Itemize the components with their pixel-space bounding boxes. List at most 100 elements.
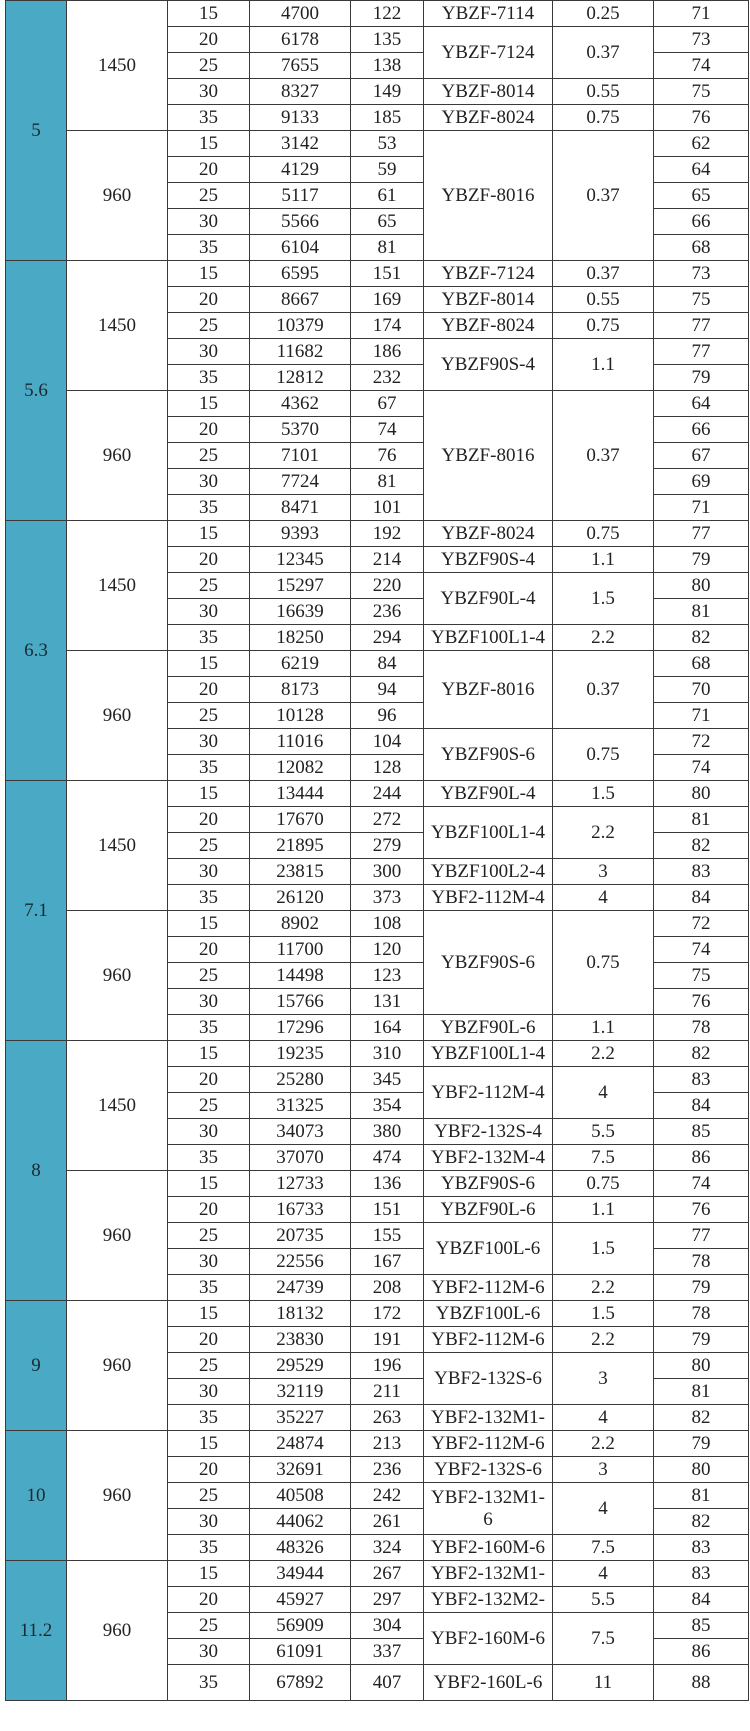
blade-angle-cell: 35 [167,494,250,521]
blade-angle-cell: 20 [167,416,250,443]
table-row: 960 15 8902 108 YBZF90S-6 0.75 72 [6,910,749,1041]
pressure-cell: 345 [350,1066,424,1093]
blade-angle-cell: 35 [167,1144,250,1171]
table-row: 30 8327 149 YBZF-8014 0.55 75 [6,78,749,105]
table-row: 35 17296 164 YBZF90L-6 1.1 78 [6,1014,749,1041]
air-flow-cell: 23815 [249,858,351,885]
table-row: 5 1450 15 4700 122 YBZF-7114 0.25 71 [5,0,749,261]
motor-power-cell: 0.55 [552,286,654,313]
motor-model-cell: YBZF-7124 [423,260,553,287]
noise-cell: 75 [653,78,749,105]
noise-cell: 80 [653,572,749,599]
motor-power-cell: 0.37 [552,130,654,261]
blade-angle-cell: 35 [167,624,250,651]
pressure-cell: 65 [350,208,424,235]
noise-cell: 72 [653,910,749,937]
table-row: 6.3 1450 15 9393 192 YBZF-8024 0.75 77 [5,520,749,781]
noise-cell: 82 [653,1404,749,1431]
pressure-cell: 155 [350,1222,424,1249]
blade-angle-cell: 30 [167,858,250,885]
blade-angle-cell: 15 [167,1300,250,1327]
noise-cell: 68 [653,650,749,677]
pressure-cell: 136 [350,1170,424,1197]
table-row: 25 15297 220 YBZF90L-4 1.5 80 [6,572,749,625]
noise-cell: 83 [653,1534,749,1561]
motor-power-cell: 7.5 [552,1612,654,1665]
motor-power-cell: 0.37 [552,260,654,287]
motor-power-cell: 3 [552,858,654,885]
impeller-size-cell: 9 [5,1300,67,1431]
table-row: 25 31325 354 84 [6,1092,749,1119]
motor-power-cell: 2.2 [552,1326,654,1353]
blade-angle-cell: 20 [167,936,250,963]
blade-angle-cell: 15 [167,780,250,807]
noise-cell: 77 [653,520,749,547]
motor-model-cell: YBZF100L2-4 [423,858,553,885]
motor-model-cell: YBZF90S-6 [423,1170,553,1197]
table-row: 960 15 6219 84 YBZF-8016 0.37 68 [6,650,749,781]
motor-model-cell: YBF2-160L-6 [423,1664,553,1701]
motor-power-cell: 4 [552,1066,654,1119]
blade-angle-cell: 30 [167,1118,250,1145]
pressure-cell: 474 [350,1144,424,1171]
air-flow-cell: 21895 [249,832,351,859]
air-flow-cell: 8471 [249,494,351,521]
pressure-cell: 104 [350,728,424,755]
pressure-cell: 211 [350,1378,424,1405]
air-flow-cell: 45927 [249,1586,351,1613]
air-flow-cell: 12812 [249,364,351,391]
noise-cell: 79 [653,546,749,573]
pressure-cell: 324 [350,1534,424,1561]
pressure-cell: 122 [350,0,424,27]
speed-rpm-cell: 960 [66,1170,168,1301]
motor-model-cell: YBZF-8016 [423,390,553,521]
motor-model-cell: YBF2-132M2- [423,1586,553,1613]
motor-model-cell: YBF2-112M-6 [423,1430,553,1457]
table-row: 25 56909 304 YBF2-160M-6 7.5 85 [6,1612,749,1665]
air-flow-cell: 16733 [249,1196,351,1223]
table-row: 25 20735 155 YBZF100L-6 1.5 77 [6,1222,749,1275]
air-flow-cell: 10379 [249,312,351,339]
pressure-cell: 310 [350,1040,424,1067]
blade-angle-cell: 30 [167,1638,250,1665]
air-flow-cell: 15297 [249,572,351,599]
motor-model-cell: YBZF-8016 [423,130,553,261]
blade-angle-cell: 35 [167,1404,250,1431]
noise-cell: 69 [653,468,749,495]
air-flow-cell: 19235 [249,1040,351,1067]
speed-rpm-cell: 960 [66,1430,168,1561]
motor-model-cell: YBZF-8024 [423,104,553,131]
air-flow-cell: 44062 [249,1508,351,1535]
noise-cell: 75 [653,962,749,989]
blade-angle-cell: 25 [167,1352,250,1379]
air-flow-cell: 23830 [249,1326,351,1353]
pressure-cell: 213 [350,1430,424,1457]
blade-angle-cell: 30 [167,78,250,105]
air-flow-cell: 13444 [249,780,351,807]
table-row: 30 11682 186 YBZF90S-4 1.1 77 [6,338,749,391]
table-row: 35 67892 407 YBF2-160L-6 11 88 [6,1664,749,1701]
pressure-cell: 244 [350,780,424,807]
motor-power-cell: 1.5 [552,572,654,625]
air-flow-cell: 6595 [249,260,351,287]
blade-angle-cell: 15 [167,1170,250,1197]
noise-cell: 78 [653,1248,749,1275]
table-row: 35 9133 185 YBZF-8024 0.75 76 [6,104,749,131]
table-row: 8 1450 15 19235 310 YBZF100L1-4 2.2 82 [5,1040,749,1301]
speed-rpm-cell: 960 [66,650,168,781]
pressure-cell: 263 [350,1404,424,1431]
table-row: 20 32691 236 YBF2-132S-6 3 80 [6,1456,749,1483]
motor-model-cell: YBZF100L1-4 [423,1040,553,1067]
air-flow-cell: 3142 [249,130,351,157]
pressure-cell: 373 [350,884,424,911]
air-flow-cell: 11016 [249,728,351,755]
motor-model-cell: YBF2-112M-4 [423,884,553,911]
motor-power-cell: 0.75 [552,1170,654,1197]
speed-rpm-cell: 960 [66,910,168,1041]
pressure-cell: 53 [350,130,424,157]
motor-power-cell: 0.25 [552,0,654,27]
pressure-cell: 76 [350,442,424,469]
air-flow-cell: 22556 [249,1248,351,1275]
blade-angle-cell: 30 [167,338,250,365]
pressure-cell: 220 [350,572,424,599]
